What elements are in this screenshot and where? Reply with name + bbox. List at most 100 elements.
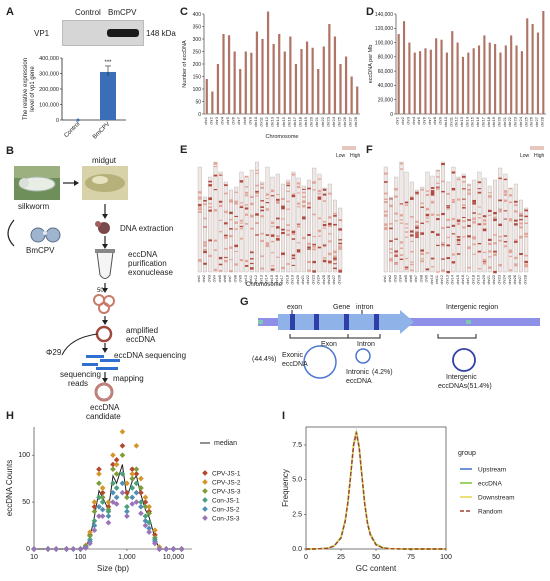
exon-block-2 (314, 314, 319, 330)
density-mark (462, 204, 466, 206)
x-tick-label: chr12 (454, 116, 459, 127)
density-mark (244, 186, 249, 188)
x-tick-label: chr8 (432, 116, 437, 125)
density-mark (229, 235, 233, 238)
density-mark (312, 236, 316, 238)
density-mark (404, 201, 409, 204)
y-tick-label: 2.5 (292, 511, 302, 518)
label-intergenic-b: eccDNAs(51.4%) (438, 383, 492, 390)
x-tick-label: 100 (75, 554, 87, 561)
density-mark (394, 188, 398, 191)
x-tick-label: chr21 (502, 116, 507, 127)
y-tick-label: 50 (22, 499, 30, 506)
density-mark (270, 268, 275, 270)
density-mark (462, 226, 466, 229)
density-mark (415, 191, 419, 194)
density-mark (498, 208, 502, 211)
density-mark (317, 189, 322, 193)
density-mark (250, 202, 254, 206)
bar (227, 35, 231, 114)
x-tick-label: chr3 (214, 116, 219, 125)
density-mark (270, 234, 275, 237)
density-mark (229, 199, 233, 201)
density-mark (229, 218, 233, 221)
bar (255, 31, 259, 114)
x-axis-label: Chromosome (265, 134, 298, 140)
density-mark (291, 193, 296, 196)
density-mark (255, 184, 259, 187)
bar (289, 36, 292, 114)
density-mark (503, 245, 508, 248)
data-point (110, 480, 116, 487)
label-gene: Gene (333, 304, 351, 311)
x-tick-label: chr27 (518, 275, 522, 285)
density-mark (524, 235, 528, 238)
bar (311, 47, 314, 114)
density-mark (456, 238, 461, 242)
density-mark (462, 207, 466, 209)
density-mark (477, 250, 482, 253)
density-mark (281, 197, 285, 200)
density-mark (462, 217, 466, 219)
density-mark (420, 232, 424, 235)
density-mark (198, 208, 202, 211)
density-mark (420, 202, 424, 204)
x-tick-label: 10 (30, 554, 38, 561)
data-point (133, 442, 140, 449)
exonic-eccdna-circle (303, 345, 337, 379)
density-mark (239, 222, 244, 224)
density-mark (425, 207, 430, 211)
x-tick-label: chr26 (342, 116, 347, 127)
density-mark (508, 251, 513, 253)
density-mark (404, 204, 409, 206)
data-point (129, 485, 136, 491)
density-mark (436, 244, 440, 247)
density-mark (270, 195, 275, 197)
density-mark (394, 195, 398, 198)
data-point (105, 513, 112, 519)
data-point (110, 489, 116, 496)
density-mark (508, 188, 513, 190)
data-point (96, 480, 102, 487)
y-tick-label: 20,000 (378, 98, 394, 104)
density-mark (213, 163, 218, 165)
bar (266, 11, 270, 114)
density-mark (441, 258, 445, 260)
x-tick-label: chr3 (393, 275, 397, 282)
x-tick-label: chr6 (223, 275, 227, 282)
x-tick-label: chr28 (539, 116, 544, 127)
density-mark (198, 259, 202, 262)
density-mark (456, 253, 461, 255)
x-tick-label: chr9 (247, 116, 252, 125)
density-mark (224, 192, 228, 195)
x-tick-label: chr14 (265, 275, 269, 285)
data-point (124, 508, 130, 515)
legend-gradient (342, 146, 356, 150)
y-tick-label: 5.0 (292, 477, 302, 484)
bar (317, 69, 320, 114)
density-mark (234, 244, 238, 248)
bar (494, 44, 497, 114)
density-mark (446, 244, 450, 247)
exon-block-1 (290, 314, 295, 330)
density-mark (384, 172, 388, 175)
density-mark (244, 265, 249, 267)
density-mark (441, 180, 445, 183)
density-mark (260, 200, 264, 202)
data-point (119, 452, 126, 458)
chromosome-track (420, 186, 425, 273)
chart-c: 0 50 100 150 200 250 300 350 400 chr1 chr2 chr3 chr4… (182, 11, 360, 140)
density-mark (296, 223, 301, 225)
x-tick-label: chr1 (383, 275, 387, 282)
density-mark (404, 223, 409, 225)
density-mark (229, 211, 233, 215)
data-point (99, 499, 106, 505)
chromosome-track (493, 179, 497, 273)
y-tick-label: 100,000 (39, 103, 59, 109)
bar (445, 52, 448, 114)
data-point (142, 499, 149, 505)
data-point (105, 499, 112, 505)
x-tick-label: chr19 (291, 275, 295, 285)
density-mark (493, 250, 497, 253)
data-point (70, 546, 77, 552)
